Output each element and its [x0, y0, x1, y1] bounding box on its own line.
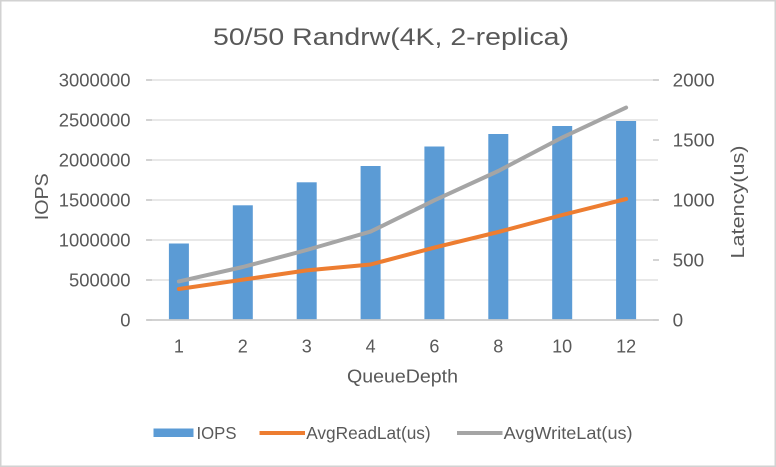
svg-text:2000: 2000 [673, 70, 715, 90]
svg-text:1000000: 1000000 [59, 230, 131, 250]
svg-text:3000000: 3000000 [59, 70, 131, 90]
svg-text:8: 8 [493, 336, 503, 356]
svg-text:2500000: 2500000 [59, 110, 131, 130]
svg-text:3: 3 [302, 336, 312, 356]
svg-text:AvgWriteLat(us): AvgWriteLat(us) [504, 423, 633, 443]
svg-text:500000: 500000 [69, 270, 131, 290]
svg-text:1000: 1000 [673, 190, 715, 210]
svg-text:IOPS: IOPS [32, 173, 52, 220]
svg-text:AvgReadLat(us): AvgReadLat(us) [306, 423, 431, 443]
svg-text:12: 12 [616, 336, 636, 356]
svg-text:6: 6 [429, 336, 439, 356]
svg-text:500: 500 [673, 250, 705, 270]
svg-text:Latency(us): Latency(us) [728, 146, 748, 259]
svg-text:2000000: 2000000 [59, 150, 131, 170]
svg-text:50/50 Randrw(4K, 2-replica): 50/50 Randrw(4K, 2-replica) [213, 24, 569, 51]
svg-text:IOPS: IOPS [197, 423, 237, 443]
svg-text:0: 0 [673, 310, 684, 330]
svg-text:2: 2 [238, 336, 248, 356]
svg-text:1500: 1500 [673, 130, 715, 150]
svg-text:1: 1 [174, 336, 184, 356]
svg-text:4: 4 [366, 336, 376, 356]
svg-text:10: 10 [552, 336, 572, 356]
svg-text:1500000: 1500000 [59, 190, 131, 210]
svg-text:QueueDepth: QueueDepth [347, 367, 458, 387]
svg-text:0: 0 [120, 310, 130, 330]
